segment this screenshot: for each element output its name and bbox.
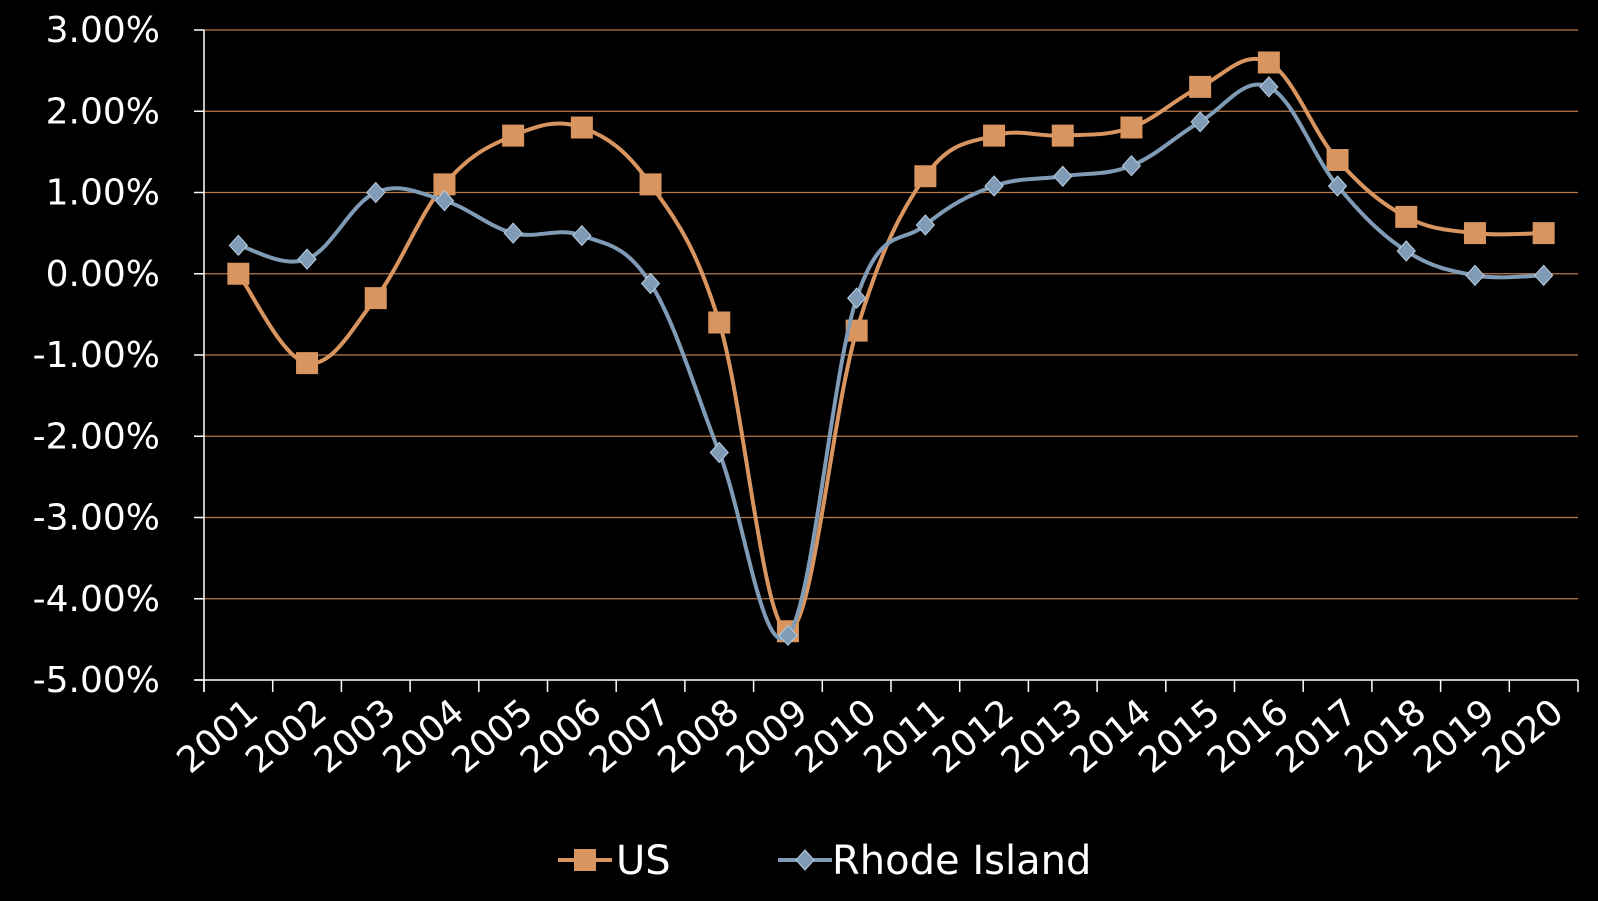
data-point-rhode-island: [915, 214, 936, 236]
data-point-us: [227, 262, 250, 285]
x-tick-label: 2017: [1269, 691, 1366, 781]
data-point-rhode-island: [640, 272, 661, 295]
x-tick-label: 2007: [582, 691, 679, 781]
x-tick-label: 2015: [1131, 691, 1228, 781]
x-tick-label: 2006: [513, 691, 610, 781]
data-point-rhode-island: [503, 222, 523, 244]
data-point-us: [1120, 116, 1143, 139]
data-point-us: [1395, 205, 1418, 228]
data-point-rhode-island: [297, 248, 317, 270]
gridlines: [204, 29, 1578, 600]
y-tick-label: -2.00%: [33, 416, 160, 457]
y-tick-label: -3.00%: [33, 498, 160, 539]
x-tick-label: 2012: [925, 691, 1022, 781]
data-point-rhode-island: [1465, 264, 1485, 287]
data-point-us: [983, 124, 1006, 147]
x-tick-label: 2018: [1337, 691, 1434, 781]
x-tick-label: 2004: [376, 691, 473, 781]
data-point-rhode-island: [366, 181, 386, 204]
data-point-us: [433, 173, 456, 196]
data-point-rhode-island: [778, 624, 798, 647]
series-us: [227, 51, 1555, 643]
data-point-us: [1189, 75, 1212, 98]
data-point-us: [364, 287, 387, 310]
x-tick-label: 2002: [238, 691, 335, 781]
data-point-rhode-island: [846, 287, 867, 309]
data-point-rhode-island: [984, 175, 1004, 197]
x-tick-label: 2016: [1200, 691, 1297, 781]
series-line-rhode-island: [237, 82, 1544, 641]
y-tick-label: -5.00%: [33, 660, 160, 701]
data-point-us: [296, 352, 319, 375]
data-point-rhode-island: [1190, 111, 1210, 133]
axes: [194, 29, 1579, 692]
x-tick-label: 2005: [444, 691, 541, 781]
data-point-us: [502, 124, 525, 147]
data-point-us: [1051, 124, 1074, 147]
data-point-us: [914, 165, 937, 188]
series: [227, 51, 1555, 647]
legend-item-rhode-island: Rhode Island: [778, 838, 1091, 884]
legend-marker: [574, 849, 596, 871]
series-rhode-island: [228, 76, 1554, 647]
x-tick-label: 2010: [788, 691, 885, 781]
data-point-rhode-island: [1327, 175, 1348, 197]
y-tick-label: 1.00%: [46, 173, 160, 214]
y-tick-label: 0.00%: [46, 254, 160, 295]
y-tick-label: 2.00%: [46, 91, 160, 132]
legend-marker: [795, 849, 815, 871]
x-tick-label: 2014: [1063, 691, 1160, 781]
x-tick-label: 2003: [307, 691, 404, 781]
x-tick-label: 2008: [650, 691, 747, 781]
legend-item-us: US: [558, 838, 671, 884]
data-point-us: [570, 116, 593, 139]
data-point-rhode-island: [1053, 165, 1073, 187]
x-tick-label: 2009: [719, 691, 816, 781]
data-point-rhode-island: [1396, 240, 1416, 262]
y-tick-label: -1.00%: [33, 335, 160, 376]
y-tick-labels: 3.00% 2.00% 1.00% 0.00% -1.00% -2.00% -3.00% -4…: [33, 10, 160, 701]
y-tick-label: 3.00%: [46, 10, 160, 51]
data-point-us: [1532, 222, 1555, 245]
y-tick-label: -4.00%: [33, 579, 160, 620]
x-tick-label: 2013: [994, 691, 1091, 781]
data-point-us: [708, 311, 731, 334]
data-point-rhode-island: [1121, 154, 1142, 177]
legend: US Rhode Island: [558, 838, 1091, 884]
x-tick-label: 2019: [1406, 691, 1503, 781]
x-tick-labels: 2001200220032004200520062007200820092010…: [170, 691, 1572, 781]
series-line-us: [236, 56, 1544, 634]
data-point-us: [1257, 51, 1280, 74]
data-point-rhode-island: [1533, 264, 1554, 287]
x-tick-label: 2020: [1475, 691, 1572, 781]
data-point-rhode-island: [1259, 76, 1279, 98]
x-tick-label: 2011: [857, 691, 954, 781]
data-point-us: [1463, 222, 1486, 245]
legend-label: Rhode Island: [832, 838, 1091, 884]
data-point-us: [1326, 149, 1349, 171]
legend-label: US: [616, 838, 671, 884]
x-tick-label: 2001: [170, 691, 267, 781]
data-point-rhode-island: [228, 234, 249, 257]
data-point-us: [639, 173, 662, 196]
data-point-rhode-island: [434, 189, 455, 212]
data-point-rhode-island: [709, 441, 729, 464]
data-point-rhode-island: [572, 224, 592, 247]
